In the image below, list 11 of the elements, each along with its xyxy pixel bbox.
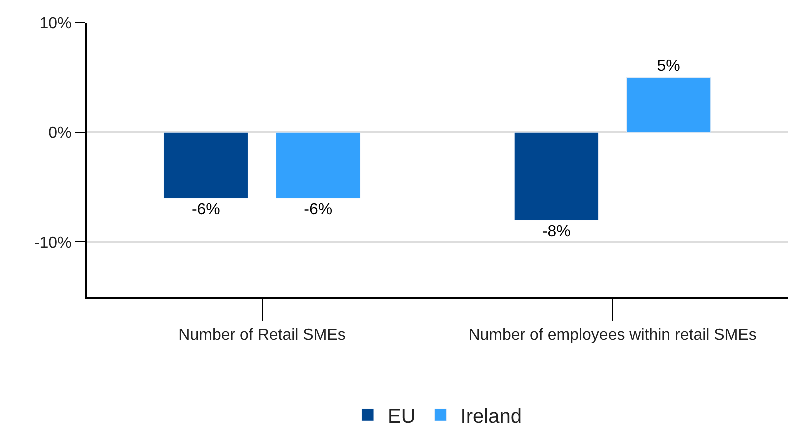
legend-label: EU <box>388 406 416 428</box>
x-tick-label: Number of Retail SMEs <box>178 327 346 344</box>
y-tick-label: 0% <box>48 125 72 142</box>
legend-label: Ireland <box>460 406 522 428</box>
x-tick-label: Number of employees within retail SMEs <box>468 327 757 344</box>
y-tick-label: 10% <box>40 16 72 33</box>
data-label: -8% <box>542 223 571 240</box>
y-tick-label: -10% <box>34 234 72 252</box>
data-label: -6% <box>304 201 333 218</box>
data-label: -6% <box>192 201 220 218</box>
data-label: 5% <box>657 58 680 75</box>
